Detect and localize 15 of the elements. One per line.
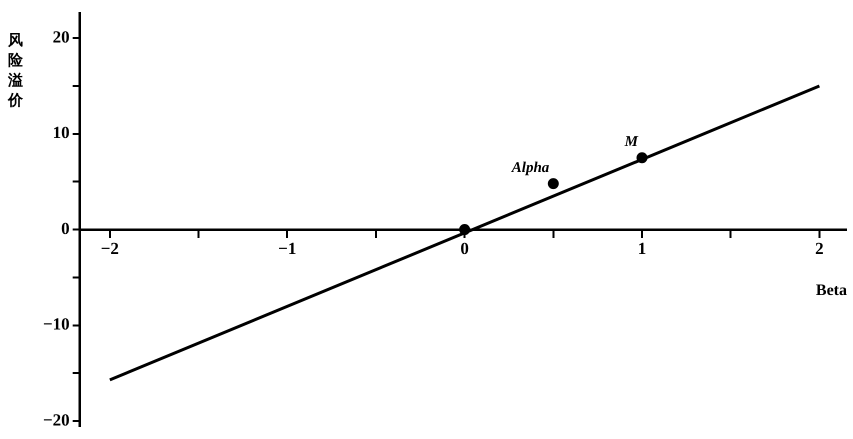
y-axis-title: 风险溢价 (8, 30, 24, 110)
x-tick-label: 0 (460, 239, 469, 258)
y-tick-label: 0 (61, 218, 70, 238)
x-tick-label: 2 (815, 239, 824, 258)
y-tick-label: 10 (52, 123, 70, 142)
annotation: Alpha (510, 160, 550, 176)
annotation: M (624, 134, 639, 150)
y-tick-label: −20 (43, 410, 70, 430)
x-tick-label: −2 (100, 239, 119, 258)
y-tick-label: 20 (52, 27, 70, 46)
y-tick-label: −10 (43, 314, 70, 334)
x-axis-title: Beta (816, 282, 847, 300)
point (548, 178, 559, 190)
x-tick-label: −1 (278, 239, 296, 258)
x-tick-label: 1 (638, 239, 646, 258)
